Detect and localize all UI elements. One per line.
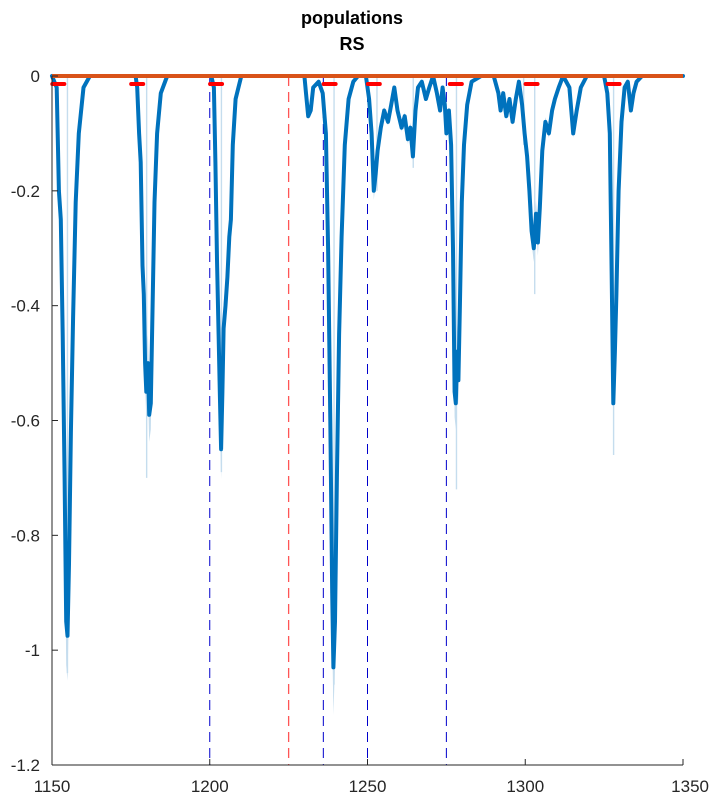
y-tick-label: -1.2 xyxy=(11,756,40,775)
series-lines xyxy=(50,74,685,670)
chart-title: populations xyxy=(301,8,403,28)
y-tick-label: -1 xyxy=(25,641,40,660)
y-tick-label: -0.4 xyxy=(11,297,40,316)
x-tick-label: 1300 xyxy=(506,777,544,796)
y-tick-label: -0.2 xyxy=(11,182,40,201)
x-tick-label: 1250 xyxy=(349,777,387,796)
y-tick-label: -0.6 xyxy=(11,412,40,431)
shaded-error-band xyxy=(52,76,683,715)
chart-subtitle: RS xyxy=(339,34,364,54)
y-tick-label: 0 xyxy=(31,67,40,86)
series-mean-line xyxy=(50,74,685,670)
x-tick-label: 1150 xyxy=(34,777,71,796)
x-tick-label: 1200 xyxy=(191,777,229,796)
event-lines xyxy=(209,76,447,765)
axes: 0 -0.2 -0.4 -0.6 -0.8 -1 -1.2 1150 1200 1250 1300 1… xyxy=(11,67,709,796)
x-tick-label: 1350 xyxy=(671,777,709,796)
y-tick-label: -0.8 xyxy=(11,526,40,545)
